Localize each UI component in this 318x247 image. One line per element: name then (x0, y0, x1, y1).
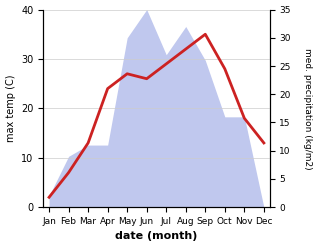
Y-axis label: max temp (C): max temp (C) (5, 75, 16, 142)
X-axis label: date (month): date (month) (115, 231, 198, 242)
Y-axis label: med. precipitation (kg/m2): med. precipitation (kg/m2) (303, 48, 313, 169)
